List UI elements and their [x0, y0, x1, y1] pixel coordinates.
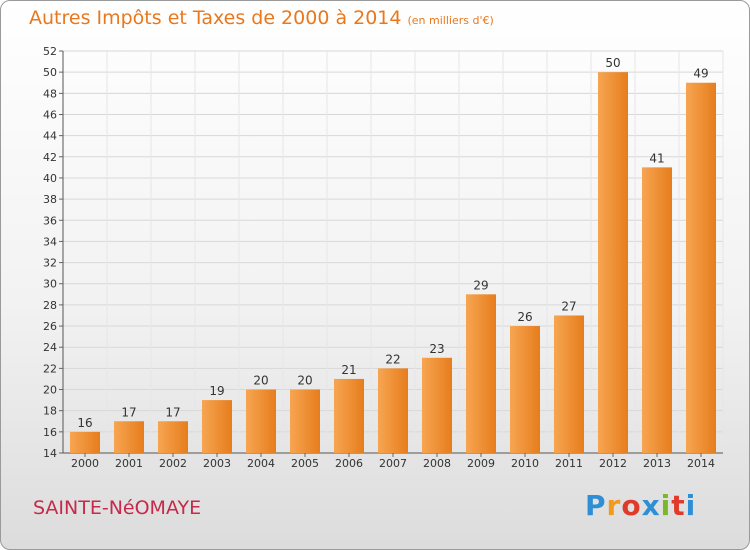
y-tick-label: 26	[43, 320, 57, 333]
y-tick-label: 14	[43, 447, 57, 460]
y-tick-label: 36	[43, 214, 57, 227]
x-tick-label: 2000	[71, 457, 99, 470]
bar	[466, 294, 496, 453]
x-tick-label: 2001	[115, 457, 143, 470]
x-tick-label: 2004	[247, 457, 275, 470]
bar	[554, 315, 584, 453]
data-label: 17	[121, 405, 136, 419]
y-tick-label: 24	[43, 341, 57, 354]
data-label: 41	[649, 151, 664, 165]
bar	[158, 421, 188, 453]
x-tick-label: 2014	[687, 457, 715, 470]
y-tick-label: 22	[43, 362, 57, 375]
y-tick-label: 18	[43, 405, 57, 418]
y-tick-label: 52	[43, 45, 57, 58]
bar	[598, 72, 628, 453]
chart-subtitle: (en milliers d'€)	[407, 14, 494, 27]
data-label: 26	[517, 310, 532, 324]
bar	[70, 431, 100, 453]
commune-name: SAINTE-NéOMAYE	[33, 497, 202, 519]
chart-title-text: Autres Impôts et Taxes de 2000 à 2014	[29, 7, 402, 29]
logo-letter: o	[621, 489, 642, 522]
data-label: 49	[693, 67, 708, 81]
data-label: 21	[341, 363, 356, 377]
y-tick-label: 38	[43, 193, 57, 206]
bar	[422, 357, 452, 453]
x-tick-label: 2009	[467, 457, 495, 470]
chart-title: Autres Impôts et Taxes de 2000 à 2014 (en…	[29, 7, 494, 29]
y-tick-label: 42	[43, 151, 57, 164]
proxiti-logo: Proxiti	[585, 489, 696, 522]
data-label: 27	[561, 299, 576, 313]
bar	[686, 82, 716, 453]
bar	[510, 326, 540, 453]
x-tick-label: 2002	[159, 457, 187, 470]
data-label: 19	[209, 384, 224, 398]
y-tick-label: 34	[43, 235, 57, 248]
bar	[202, 400, 232, 453]
data-label: 17	[165, 405, 180, 419]
data-label: 20	[253, 374, 268, 388]
y-tick-label: 16	[43, 426, 57, 439]
y-tick-label: 20	[43, 384, 57, 397]
logo-letter: i	[660, 489, 672, 522]
data-label: 50	[605, 56, 620, 70]
bar	[246, 389, 276, 453]
logo-letter: t	[671, 489, 686, 522]
y-tick-label: 30	[43, 278, 57, 291]
data-label: 22	[385, 352, 400, 366]
bar	[290, 389, 320, 453]
logo-letter: x	[641, 489, 661, 522]
data-label: 29	[473, 278, 488, 292]
y-tick-label: 48	[43, 87, 57, 100]
bar	[642, 167, 672, 454]
y-tick-label: 50	[43, 66, 57, 79]
bar	[334, 378, 364, 453]
y-tick-label: 28	[43, 299, 57, 312]
data-label: 20	[297, 374, 312, 388]
x-tick-label: 2013	[643, 457, 671, 470]
y-tick-label: 40	[43, 172, 57, 185]
x-tick-label: 2012	[599, 457, 627, 470]
x-tick-label: 2006	[335, 457, 363, 470]
y-tick-label: 32	[43, 257, 57, 270]
y-tick-label: 44	[43, 130, 57, 143]
bar	[378, 368, 408, 453]
logo-letter: r	[606, 489, 622, 522]
bar	[114, 421, 144, 453]
logo-letter: P	[585, 489, 607, 522]
logo-letter: i	[685, 489, 697, 522]
x-tick-label: 2007	[379, 457, 407, 470]
x-tick-label: 2011	[555, 457, 583, 470]
x-tick-label: 2003	[203, 457, 231, 470]
y-tick-label: 46	[43, 108, 57, 121]
x-tick-label: 2010	[511, 457, 539, 470]
data-label: 23	[429, 342, 444, 356]
x-tick-label: 2005	[291, 457, 319, 470]
data-label: 16	[77, 416, 92, 430]
x-tick-label: 2008	[423, 457, 451, 470]
